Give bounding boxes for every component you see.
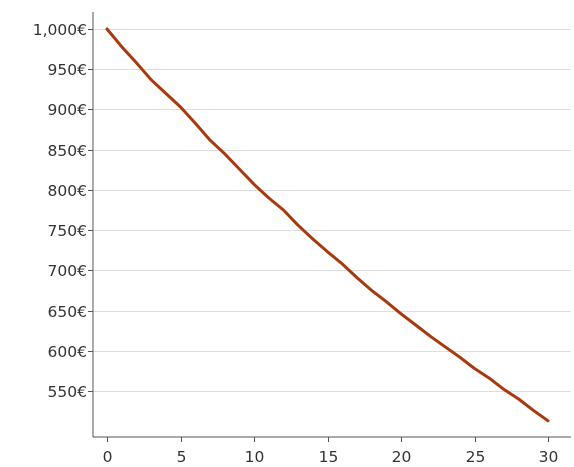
data-point	[458, 356, 461, 359]
data-point	[341, 262, 344, 265]
data-point	[208, 139, 211, 142]
data-point	[120, 45, 123, 48]
data-point	[179, 106, 182, 109]
data-point	[106, 28, 109, 31]
y-tick-label: 1,000€	[33, 21, 87, 39]
data-point	[414, 324, 417, 327]
data-point	[444, 345, 447, 348]
y-tick-label: 650€	[48, 303, 87, 321]
data-point	[267, 196, 270, 199]
y-axis-ticks: 550€ 600€ 650€ 700€ 750€ 800€ 850€ 900€ 950€ 1,00…	[33, 21, 93, 401]
y-tick-label: 950€	[48, 61, 87, 79]
data-point	[547, 419, 550, 422]
x-tick-label: 10	[245, 448, 265, 466]
data-point	[488, 377, 491, 380]
data-point	[502, 388, 505, 391]
axes	[92, 12, 571, 438]
data-point	[429, 335, 432, 338]
x-tick-label: 15	[319, 448, 339, 466]
data-point	[385, 300, 388, 303]
data-point	[164, 92, 167, 95]
data-point	[532, 409, 535, 412]
y-tick-label: 900€	[48, 101, 87, 119]
y-tick-label: 750€	[48, 222, 87, 240]
x-tick-label: 20	[392, 448, 412, 466]
x-axis-ticks: 0 5 10 15 20 25 30	[103, 437, 559, 466]
data-point	[223, 152, 226, 155]
y-tick-label: 850€	[48, 142, 87, 160]
y-tick-label: 700€	[48, 262, 87, 280]
data-point	[135, 61, 138, 64]
data-point	[473, 367, 476, 370]
data-point	[326, 250, 329, 253]
data-point	[297, 224, 300, 227]
data-point	[238, 168, 241, 171]
y-tick-label: 550€	[48, 383, 87, 401]
data-point	[517, 398, 520, 401]
data-point	[253, 183, 256, 186]
x-tick-label: 0	[103, 448, 113, 466]
data-point	[282, 209, 285, 212]
x-tick-label: 25	[466, 448, 486, 466]
data-point	[311, 238, 314, 241]
x-tick-label: 30	[539, 448, 559, 466]
x-tick-label: 5	[177, 448, 187, 466]
y-tick-label: 800€	[48, 182, 87, 200]
series	[105, 27, 550, 423]
data-point	[370, 289, 373, 292]
data-point	[355, 276, 358, 279]
series-line	[105, 27, 550, 423]
data-point	[194, 122, 197, 125]
data-point	[400, 312, 403, 315]
data-point	[150, 78, 153, 81]
y-tick-label: 600€	[48, 343, 87, 361]
gridlines	[93, 29, 571, 392]
